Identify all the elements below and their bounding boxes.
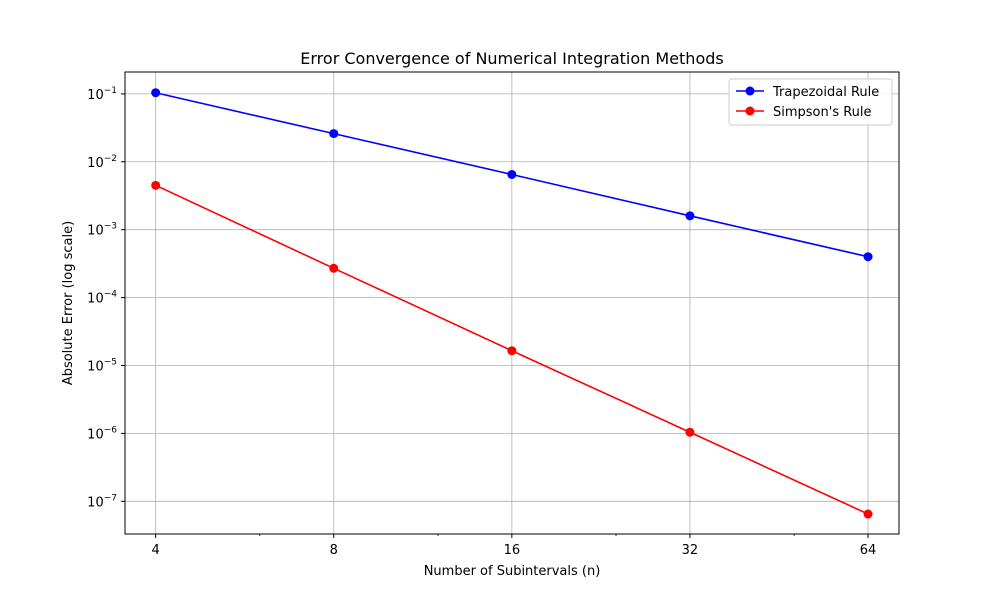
x-tick-label: 16	[504, 543, 521, 558]
y-axis-ticks: 10−1 10−2 10−3 10−4 10−5 10−6 10−7	[87, 86, 125, 510]
data-point	[329, 263, 339, 273]
x-axis-label: Number of Subintervals (n)	[424, 564, 601, 579]
y-axis-label: Absolute Error (log scale)	[61, 221, 76, 385]
legend-item: Simpson's Rule	[736, 105, 872, 120]
y-tick-label: 10−1	[87, 86, 117, 103]
x-tick-label: 64	[860, 543, 877, 558]
x-axis-ticks: 4 8 16 32 64	[152, 534, 877, 558]
data-point	[685, 211, 695, 221]
data-point	[329, 129, 339, 139]
y-tick-label: 10−6	[87, 425, 117, 442]
y-tick-label: 10−5	[87, 357, 117, 374]
legend: Trapezoidal Rule Simpson's Rule	[728, 78, 893, 126]
data-point	[863, 509, 873, 519]
chart-title: Error Convergence of Numerical Integrati…	[300, 49, 723, 68]
x-tick-label: 8	[330, 543, 338, 558]
y-tick-label: 10−3	[87, 222, 117, 239]
grid	[125, 72, 899, 534]
data-point	[151, 88, 161, 98]
y-tick-label: 10−2	[87, 154, 117, 171]
legend-label: Trapezoidal Rule	[772, 85, 879, 100]
data-point	[863, 252, 873, 262]
legend-swatch-marker	[745, 86, 755, 96]
series-1	[151, 88, 873, 262]
y-tick-label: 10−7	[87, 493, 117, 510]
series-layer	[151, 88, 873, 519]
x-tick-label: 4	[152, 543, 160, 558]
data-point	[507, 346, 517, 356]
data-point	[151, 180, 161, 190]
data-point	[685, 427, 695, 437]
legend-item: Trapezoidal Rule	[736, 85, 879, 100]
x-tick-label: 32	[682, 543, 699, 558]
y-tick-label: 10−4	[87, 290, 117, 307]
legend-swatch-marker	[745, 106, 755, 116]
data-point	[507, 169, 517, 179]
series-2	[151, 180, 873, 519]
legend-label: Simpson's Rule	[773, 105, 872, 120]
legend-box	[728, 78, 893, 126]
